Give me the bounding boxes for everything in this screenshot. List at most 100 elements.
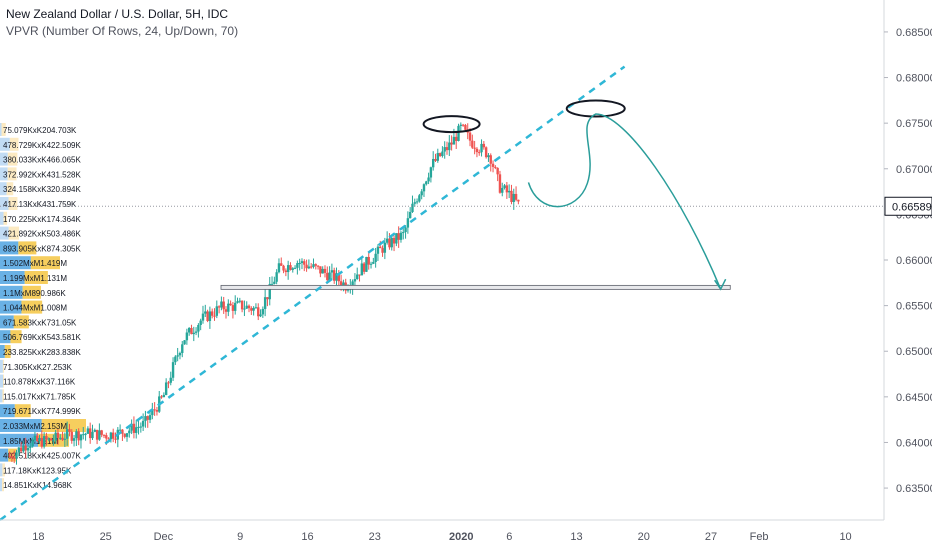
candle-body bbox=[482, 143, 486, 148]
candle-body bbox=[478, 152, 481, 154]
candle-body bbox=[68, 429, 71, 432]
candle-body bbox=[151, 409, 154, 416]
candle-body bbox=[395, 233, 398, 244]
candle-body bbox=[72, 438, 76, 441]
candle-body bbox=[289, 265, 292, 270]
candle-body bbox=[231, 305, 235, 311]
candle-body bbox=[139, 426, 143, 428]
target-ellipse bbox=[565, 99, 626, 118]
candle-body bbox=[330, 270, 334, 273]
candle-body bbox=[114, 438, 117, 440]
candle-body bbox=[118, 429, 122, 431]
candle-body bbox=[358, 274, 361, 276]
candle-body bbox=[374, 253, 377, 262]
candle-body bbox=[137, 426, 140, 428]
vp-up-bar bbox=[0, 152, 8, 166]
vp-up-bar bbox=[0, 211, 4, 225]
candle-body bbox=[45, 436, 48, 440]
price-tick-label: 0.67500 bbox=[896, 118, 932, 130]
vp-down-bar bbox=[2, 359, 4, 373]
candle-body bbox=[197, 324, 200, 332]
candle-body bbox=[452, 136, 456, 145]
vp-down-bar bbox=[1, 123, 6, 136]
candle-body bbox=[183, 340, 186, 345]
candle-body bbox=[162, 394, 166, 398]
candle-body bbox=[323, 268, 327, 273]
vp-up-bar bbox=[0, 330, 11, 344]
vp-row-label: 719.671KxK774.999K bbox=[3, 407, 82, 416]
candle-body bbox=[102, 434, 106, 436]
vp-row-label: 417.13KxK431.759K bbox=[3, 200, 77, 209]
candle-body bbox=[408, 212, 412, 219]
candle-body bbox=[210, 311, 214, 316]
candle-body bbox=[144, 416, 147, 421]
time-axis[interactable]: 18 25 Dec 9 16 23 2020 6 13 20 27 Feb 10 bbox=[0, 519, 884, 543]
candle-body bbox=[296, 263, 299, 268]
candle-body bbox=[339, 281, 343, 287]
candle-body bbox=[38, 437, 41, 442]
candle-body bbox=[141, 420, 145, 427]
candle-body bbox=[335, 273, 338, 281]
candle-body bbox=[286, 265, 290, 273]
candle-body bbox=[457, 125, 460, 141]
vp-up-bar bbox=[0, 285, 23, 299]
candle-body bbox=[22, 445, 25, 452]
candle-body bbox=[436, 153, 439, 161]
candle-body bbox=[234, 302, 237, 311]
candle-body bbox=[63, 438, 67, 440]
vp-row-label: 893.905KxK874.305K bbox=[3, 244, 82, 253]
candle-body bbox=[277, 263, 281, 273]
candle-body bbox=[208, 311, 212, 322]
candle-body bbox=[273, 281, 276, 284]
candle-body bbox=[176, 355, 179, 357]
candle-body bbox=[164, 382, 168, 395]
candle-body bbox=[434, 158, 437, 161]
candle-body bbox=[491, 163, 495, 167]
candle-body bbox=[351, 281, 354, 288]
vp-up-bar bbox=[0, 433, 39, 447]
indicator-label[interactable]: VPVR (Number Of Rows, 24, Up/Down, 70) bbox=[6, 24, 239, 38]
candle-body bbox=[399, 232, 403, 240]
candle-body bbox=[257, 307, 260, 317]
candle-body bbox=[333, 270, 336, 281]
candle-body bbox=[86, 428, 90, 434]
vp-up-bar bbox=[0, 389, 3, 403]
candle-body bbox=[270, 283, 274, 285]
candle-body bbox=[507, 190, 511, 193]
candle-body bbox=[473, 147, 476, 149]
vp-row-label: 402.518KxK425.007K bbox=[3, 452, 82, 461]
vp-up-bar bbox=[0, 404, 15, 418]
vp-down-bar bbox=[30, 256, 61, 270]
candle-body bbox=[250, 308, 253, 311]
candle-body bbox=[312, 264, 315, 267]
vp-up-bar bbox=[0, 419, 42, 432]
candle-body bbox=[252, 307, 255, 311]
vp-down-bar bbox=[8, 197, 18, 210]
candle-body bbox=[487, 155, 490, 158]
candle-body bbox=[227, 303, 230, 312]
candle-body bbox=[291, 268, 294, 270]
price-tick-label: 0.68000 bbox=[896, 73, 932, 85]
candle-body bbox=[342, 282, 345, 287]
time-tick-label: 6 bbox=[506, 531, 512, 543]
vp-row-label: 2.033MxM2.153M bbox=[3, 422, 67, 431]
candle-body bbox=[181, 344, 184, 353]
candle-body bbox=[236, 301, 239, 303]
candle-body bbox=[91, 431, 94, 439]
vp-up-bar bbox=[0, 226, 9, 240]
candle-body bbox=[167, 382, 170, 384]
vp-row-label: 71.305KxK27.253K bbox=[3, 363, 73, 372]
vp-down-bar bbox=[9, 137, 19, 151]
candle-body bbox=[19, 447, 23, 452]
symbol-title[interactable]: New Zealand Dollar / U.S. Dollar, 5H, ID… bbox=[6, 7, 229, 21]
candle-body bbox=[8, 456, 11, 458]
time-tick-label: 13 bbox=[570, 531, 582, 543]
price-tick-label: 0.65000 bbox=[896, 346, 932, 358]
candle-body bbox=[484, 147, 488, 158]
price-axis[interactable]: 0.685000.680000.675000.670000.665000.660… bbox=[883, 0, 932, 520]
support-zone bbox=[220, 284, 731, 290]
top-ellipse bbox=[422, 115, 481, 134]
candle-body bbox=[261, 308, 265, 315]
